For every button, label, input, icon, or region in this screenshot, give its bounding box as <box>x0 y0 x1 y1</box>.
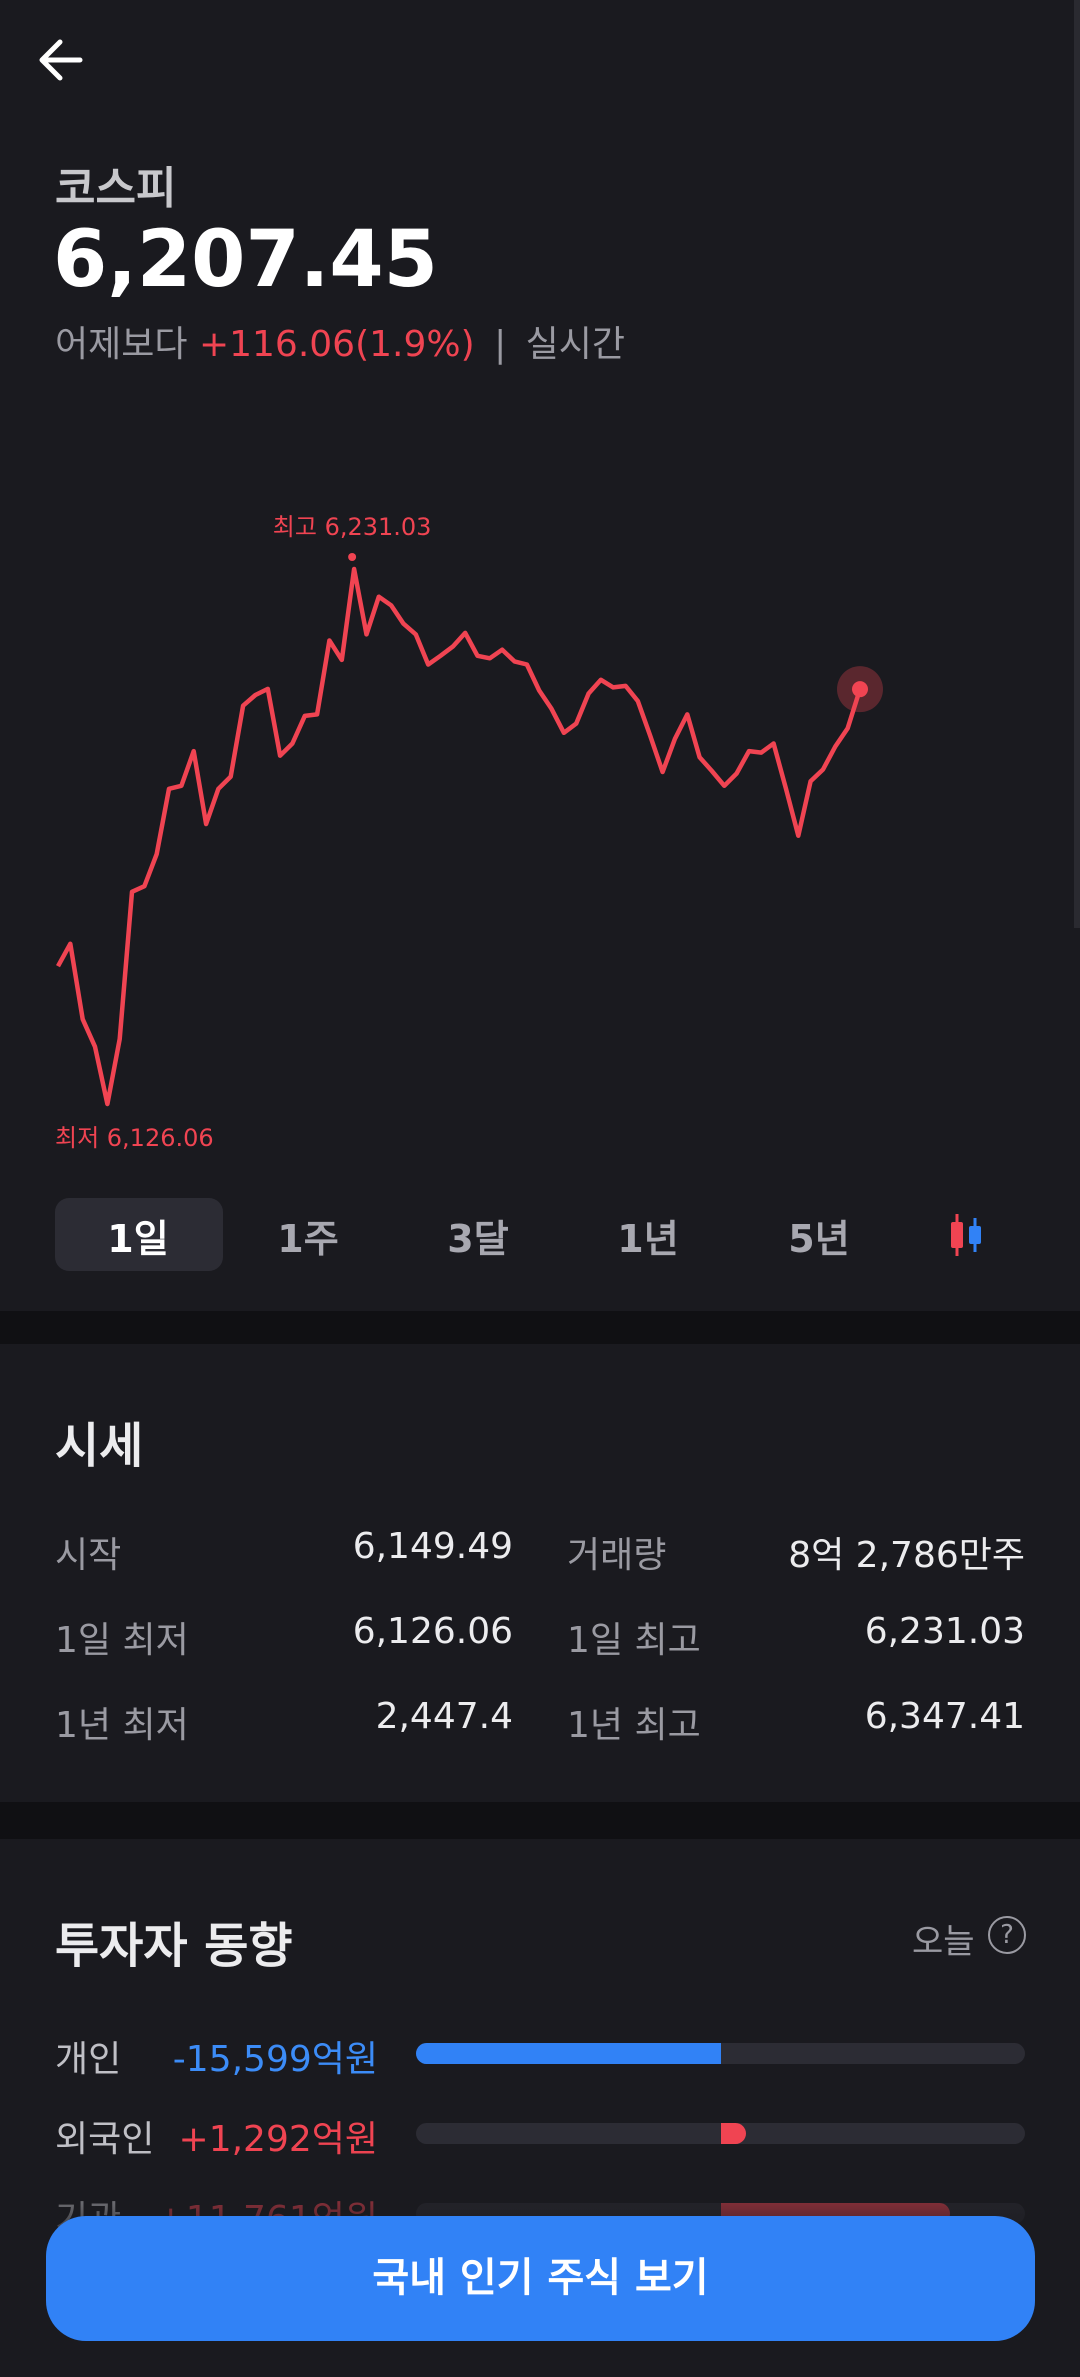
quote-value: 2,447.4 <box>375 1696 513 1737</box>
quote-value: 8억 2,786만주 <box>788 1535 1025 1576</box>
popular-stocks-button[interactable]: 국내 인기 주식 보기 <box>46 2216 1035 2341</box>
quote-label: 거래량 <box>567 1535 667 1576</box>
candle-toggle[interactable] <box>946 1212 986 1258</box>
change-prefix: 어제보다 <box>55 324 188 365</box>
period-tab[interactable]: 3달 <box>447 1217 509 1261</box>
section-divider <box>0 1802 1080 1839</box>
section-title: 투자자 동향 <box>55 1918 293 1974</box>
price-chart: 최고 6,231.03 최저 6,126.06 <box>55 513 883 1152</box>
period-tab[interactable]: 1일 <box>107 1217 169 1261</box>
section-divider <box>0 1311 1080 1344</box>
investor-name: 개인 <box>55 2039 122 2080</box>
quote-value: 6,347.41 <box>864 1696 1025 1737</box>
back-button[interactable] <box>36 36 90 84</box>
investor-value: -15,599억원 <box>172 2039 378 2080</box>
high-dot <box>348 553 357 561</box>
high-label: 최고 6,231.03 <box>273 513 432 541</box>
low-label: 최저 6,126.06 <box>55 1124 214 1152</box>
help-icon[interactable]: ? <box>988 1916 1026 1954</box>
price: 6,207.45 <box>53 215 438 305</box>
quote-label: 1일 최고 <box>567 1620 701 1661</box>
section-title: 시세 <box>55 1418 144 1474</box>
quote-value: 6,231.03 <box>864 1611 1025 1652</box>
scrollbar <box>1074 0 1080 928</box>
period-tab[interactable]: 1년 <box>617 1217 679 1261</box>
quote-label: 1년 최저 <box>55 1705 189 1746</box>
change-line: 어제보다 +116.06(1.9%) | 실시간 <box>55 315 625 367</box>
current-point <box>852 681 868 698</box>
quote-label: 1일 최저 <box>55 1620 189 1661</box>
quote-label: 시작 <box>55 1535 122 1576</box>
quote-value: 6,149.49 <box>352 1526 513 1567</box>
investor-bar <box>416 2043 721 2064</box>
quote-label: 1년 최고 <box>567 1705 701 1746</box>
price-line <box>56 566 863 1107</box>
quote-value: 6,126.06 <box>352 1611 513 1652</box>
period-tab[interactable]: 1주 <box>277 1217 339 1261</box>
mode: 실시간 <box>525 324 626 365</box>
period-tab[interactable]: 5년 <box>788 1217 850 1261</box>
investor-bar <box>720 2123 746 2144</box>
selected-tab-bg <box>55 1198 223 1271</box>
period-label: 오늘 <box>912 1922 975 1962</box>
separator: | <box>494 324 507 365</box>
index-name: 코스피 <box>55 163 177 214</box>
change: +116.06(1.9%) <box>198 324 475 365</box>
